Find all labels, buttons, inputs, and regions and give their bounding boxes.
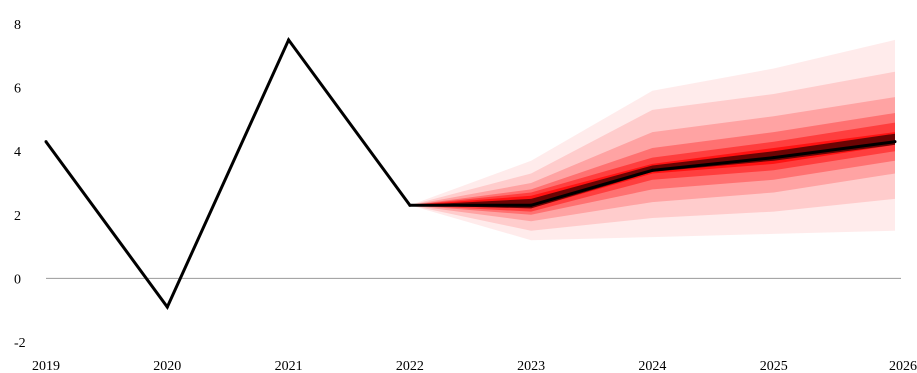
y-tick-label: 4 <box>14 145 21 160</box>
fan-band-3 <box>409 97 895 222</box>
x-tick-label: 2021 <box>275 359 303 373</box>
y-tick-label: 6 <box>14 82 21 97</box>
y-tick-label: 0 <box>14 272 21 287</box>
tick-labels: -2 0 2 4 6 8 2019 2020 2021 2022 2023 2024 2025 2026 <box>14 18 917 373</box>
data-point <box>165 305 169 309</box>
data-point <box>408 203 412 207</box>
y-tick-label: -2 <box>14 336 26 351</box>
x-tick-label: 2022 <box>396 359 424 373</box>
x-tick-label: 2025 <box>760 359 788 373</box>
x-tick-label: 2024 <box>638 359 666 373</box>
x-tick-label: 2019 <box>32 359 60 373</box>
x-tick-label: 2026 <box>889 359 917 373</box>
y-tick-label: 2 <box>14 209 21 224</box>
fan-band-2 <box>409 71 895 231</box>
fan-bands <box>409 39 895 241</box>
data-point <box>529 203 533 207</box>
data-point <box>772 156 776 160</box>
fan-band-1 <box>409 39 895 241</box>
data-point <box>650 168 654 172</box>
data-point <box>44 140 48 144</box>
data-point <box>893 140 897 144</box>
x-tick-label: 2023 <box>517 359 545 373</box>
data-point <box>287 38 291 42</box>
y-tick-label: 8 <box>14 18 21 33</box>
x-tick-label: 2020 <box>153 359 181 373</box>
history-and-median-line <box>44 36 897 310</box>
series-line-1 <box>44 36 896 310</box>
